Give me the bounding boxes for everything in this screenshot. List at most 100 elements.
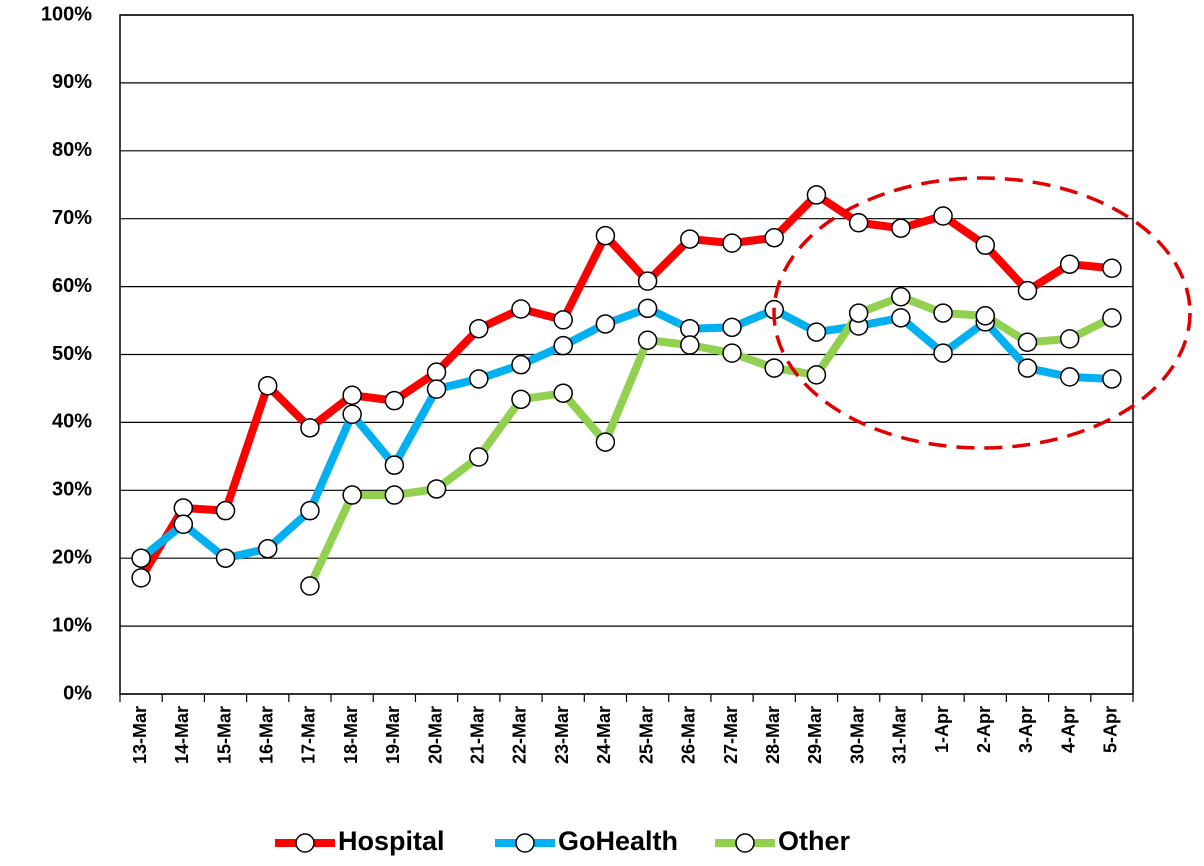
marker xyxy=(975,235,996,255)
marker xyxy=(300,418,320,438)
marker xyxy=(891,287,911,307)
marker xyxy=(1102,308,1122,328)
marker xyxy=(595,225,616,246)
x-tick-label: 2-Apr xyxy=(974,706,994,753)
marker xyxy=(1059,254,1080,274)
marker xyxy=(1059,329,1080,349)
marker xyxy=(469,447,489,467)
series-lines xyxy=(131,185,1122,596)
marker xyxy=(1059,367,1080,387)
marker xyxy=(1102,369,1122,389)
marker xyxy=(1017,332,1038,353)
marker xyxy=(595,314,616,334)
marker xyxy=(553,310,573,330)
legend-label: GoHealth xyxy=(558,826,678,856)
marker xyxy=(342,404,362,425)
series-line xyxy=(138,304,1113,563)
highlight-ellipse xyxy=(772,176,1192,450)
legend-label: Hospital xyxy=(338,826,445,856)
marker xyxy=(1017,280,1038,301)
y-tick-label: 100% xyxy=(41,3,92,25)
y-tick-label: 70% xyxy=(52,207,92,229)
marker xyxy=(384,485,405,505)
marker xyxy=(511,299,531,319)
marker xyxy=(806,185,827,205)
marker xyxy=(933,206,953,226)
marker xyxy=(511,389,531,410)
marker xyxy=(1102,258,1122,279)
legend-marker xyxy=(515,833,535,853)
marker xyxy=(131,548,151,568)
legend: Hospital GoHealth Other xyxy=(275,826,851,856)
x-tick-label: 17-Mar xyxy=(299,706,319,764)
x-tick-label: 14-Mar xyxy=(172,706,192,764)
marker xyxy=(680,318,700,339)
x-tick-label: 23-Mar xyxy=(552,706,572,764)
marker xyxy=(215,500,236,521)
x-tick-label: 3-Apr xyxy=(1016,706,1036,753)
marker xyxy=(722,233,742,253)
marker xyxy=(300,576,320,596)
legend-marker xyxy=(295,833,315,853)
x-tick-label: 30-Mar xyxy=(847,706,867,764)
marker xyxy=(595,432,616,452)
x-tick-label: 26-Mar xyxy=(679,706,699,764)
marker xyxy=(215,548,236,568)
marker xyxy=(933,343,953,363)
x-tick-label: 27-Mar xyxy=(721,706,741,764)
marker xyxy=(511,354,531,375)
marker xyxy=(933,303,953,323)
marker xyxy=(553,383,573,403)
marker xyxy=(300,500,320,521)
y-tick-label: 40% xyxy=(52,411,92,433)
grid: 0% 10% 20% 30% 40% 50% 60% 70% 80% 90% 100% 13-Mar 1… xyxy=(41,3,1134,764)
marker xyxy=(384,390,405,411)
marker xyxy=(637,271,658,291)
x-tick-label: 15-Mar xyxy=(214,706,234,764)
marker xyxy=(722,317,742,338)
marker xyxy=(257,375,278,396)
y-tick-label: 20% xyxy=(52,546,92,568)
x-tick-label: 28-Mar xyxy=(763,706,783,764)
x-tick-label: 20-Mar xyxy=(425,706,445,764)
y-tick-label: 80% xyxy=(52,139,92,161)
marker xyxy=(764,227,784,248)
marker xyxy=(469,318,489,339)
marker xyxy=(342,485,362,505)
marker xyxy=(553,335,573,356)
y-tick-label: 50% xyxy=(52,343,92,365)
y-tick-label: 10% xyxy=(52,614,92,636)
marker xyxy=(1017,358,1038,378)
legend-marker xyxy=(735,833,755,853)
marker xyxy=(257,538,278,559)
x-tick-label: 5-Apr xyxy=(1101,706,1121,753)
marker xyxy=(426,362,447,382)
x-tick-label: 19-Mar xyxy=(383,706,403,764)
plot-frame xyxy=(119,14,1134,695)
marker xyxy=(637,298,658,319)
y-tick-label: 90% xyxy=(52,71,92,93)
marker xyxy=(131,568,151,588)
marker xyxy=(426,379,447,399)
y-tick-label: 60% xyxy=(52,275,92,297)
x-tick-label: 16-Mar xyxy=(256,706,276,764)
y-tick-label: 30% xyxy=(52,479,92,501)
legend-label: Other xyxy=(778,826,851,856)
x-tick-label: 29-Mar xyxy=(805,706,825,764)
x-tick-label: 1-Apr xyxy=(932,706,952,753)
marker xyxy=(469,369,489,389)
x-tick-label: 31-Mar xyxy=(890,706,910,764)
marker xyxy=(680,335,700,355)
marker xyxy=(173,498,194,518)
marker xyxy=(384,455,405,475)
marker xyxy=(848,303,869,323)
marker xyxy=(342,385,362,405)
marker xyxy=(891,218,911,238)
marker xyxy=(637,330,658,350)
x-tick-label: 24-Mar xyxy=(594,706,614,764)
y-tick-label: 0% xyxy=(63,682,92,704)
marker xyxy=(764,358,784,378)
x-tick-label: 13-Mar xyxy=(130,706,150,764)
x-tick-label: 18-Mar xyxy=(341,706,361,764)
